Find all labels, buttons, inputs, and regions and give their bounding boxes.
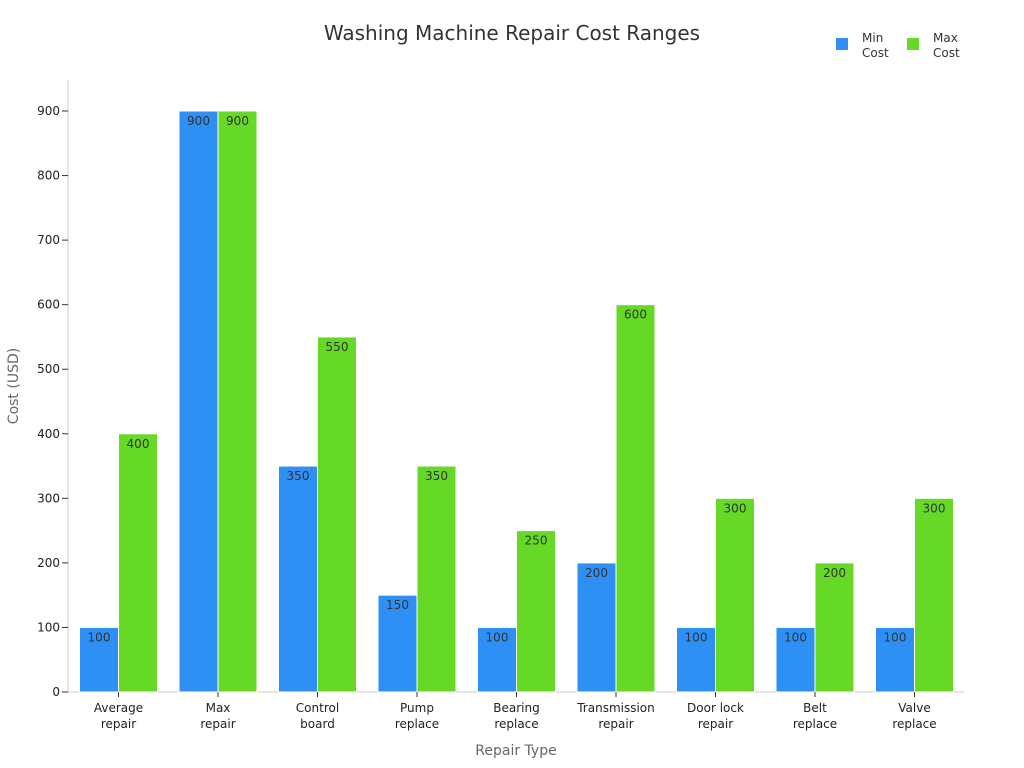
y-tick-label: 0: [52, 685, 60, 699]
category-label: Transmission: [576, 701, 655, 715]
category-label: Control: [296, 701, 339, 715]
bar-min-cost: [178, 110, 219, 693]
category-label: Belt: [803, 701, 827, 715]
bar-min-cost: [477, 626, 517, 693]
category-label: repair: [598, 717, 633, 731]
data-label: 100: [884, 630, 907, 644]
data-label: 300: [724, 501, 747, 515]
data-label: 200: [823, 566, 846, 580]
y-axis-ticks: 0 100 200 300 400 500 600 700 800 900: [37, 104, 68, 699]
category-label: replace: [892, 717, 936, 731]
category-label: Bearing: [493, 701, 539, 715]
bar-min-cost: [377, 594, 418, 693]
data-labels-group: 100 900 350 150 100 200 100 100 100 400 900 550 350 2…: [88, 114, 946, 644]
bar-max-cost: [416, 465, 457, 693]
data-label: 350: [287, 469, 310, 483]
data-label: 150: [386, 598, 409, 612]
bar-max-cost: [217, 110, 258, 693]
data-label: 100: [784, 630, 807, 644]
category-label: repair: [698, 717, 733, 731]
bar-max-cost: [317, 336, 357, 693]
data-label: 100: [685, 630, 708, 644]
y-tick-label: 400: [37, 427, 60, 441]
y-tick-label: 600: [37, 298, 60, 312]
bar-min-cost: [278, 465, 318, 693]
category-label: replace: [494, 717, 538, 731]
bar-max-cost: [615, 304, 656, 693]
data-label: 400: [127, 437, 150, 451]
category-label: repair: [101, 717, 136, 731]
bar-max-cost: [914, 497, 954, 693]
category-label: Average: [94, 701, 143, 715]
bar-max-cost: [516, 530, 556, 693]
y-tick-label: 700: [37, 233, 60, 247]
category-label: Max: [206, 701, 231, 715]
data-label: 100: [486, 630, 509, 644]
bar-max-cost: [118, 433, 158, 693]
y-tick-label: 500: [37, 362, 60, 376]
y-tick-label: 900: [37, 104, 60, 118]
data-label: 350: [425, 469, 448, 483]
y-tick-label: 300: [37, 491, 60, 505]
bar-min-cost: [875, 626, 915, 693]
data-label: 900: [226, 114, 249, 128]
category-label: board: [300, 717, 335, 731]
category-label: replace: [395, 717, 439, 731]
data-label: 300: [923, 501, 946, 515]
category-label: Pump: [400, 701, 434, 715]
y-tick-label: 100: [37, 620, 60, 634]
category-label: replace: [793, 717, 837, 731]
y-axis-title: Cost (USD): [6, 348, 22, 424]
data-label: 200: [585, 566, 608, 580]
bar-min-cost: [79, 626, 119, 693]
legend-label: Cost: [933, 46, 960, 60]
legend-label: Cost: [862, 46, 889, 60]
legend-swatch: [907, 38, 919, 50]
bar-max-cost: [715, 497, 755, 693]
y-tick-label: 200: [37, 556, 60, 570]
x-axis-title: Repair Type: [475, 743, 556, 759]
data-label: 100: [88, 630, 111, 644]
x-axis-labels: Average repair Max repair Control board Pump re…: [94, 692, 937, 731]
data-label: 600: [624, 308, 647, 322]
legend-label: Min: [862, 31, 883, 45]
legend-label: Max: [933, 31, 958, 45]
data-label: 900: [187, 114, 210, 128]
data-label: 250: [525, 534, 548, 548]
bar-min-cost: [576, 562, 617, 693]
bar-max-cost: [814, 562, 855, 693]
data-label: 550: [326, 340, 349, 354]
chart-title: Washing Machine Repair Cost Ranges: [324, 21, 700, 45]
legend-swatch: [836, 38, 848, 50]
y-tick-label: 800: [37, 169, 60, 183]
category-label: Valve: [898, 701, 930, 715]
bar-min-cost: [775, 626, 816, 693]
category-label: Door lock: [687, 701, 744, 715]
bars-group: [79, 110, 954, 693]
category-label: repair: [200, 717, 235, 731]
bar-min-cost: [676, 626, 716, 693]
